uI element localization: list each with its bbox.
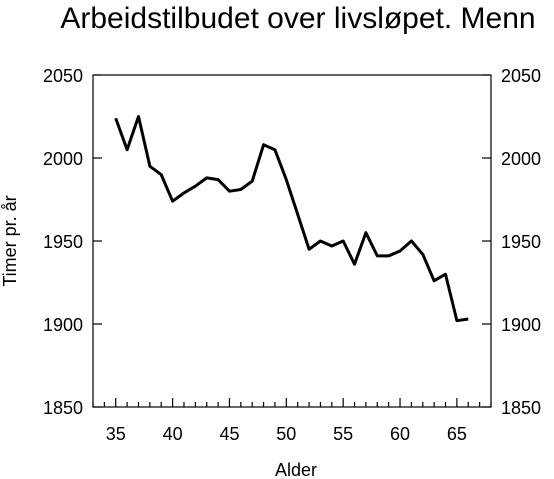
data-point	[353, 263, 356, 266]
data-point	[205, 176, 208, 179]
data-point	[114, 117, 117, 120]
data-point	[444, 273, 447, 276]
data-point	[137, 115, 140, 118]
y-axis-right: 1850 1900 1950 2000 2050	[482, 66, 541, 418]
data-point	[433, 279, 436, 282]
data-point	[296, 213, 299, 216]
data-point	[342, 240, 345, 243]
data-point	[251, 180, 254, 183]
data-point	[126, 148, 129, 151]
x-tick-label: 50	[276, 424, 296, 444]
data-point	[273, 148, 276, 151]
x-tick-label: 55	[333, 424, 353, 444]
data-point	[217, 178, 220, 181]
y-tick-label-left: 1900	[43, 315, 83, 335]
data-point	[410, 240, 413, 243]
x-tick-label: 65	[447, 424, 467, 444]
data-point	[467, 318, 470, 321]
data-point	[421, 253, 424, 256]
data-point	[228, 190, 231, 193]
data-point	[160, 173, 163, 176]
data-points	[114, 115, 470, 322]
data-point	[285, 178, 288, 181]
y-tick-label-right: 2050	[501, 66, 541, 86]
data-point	[319, 240, 322, 243]
data-point	[455, 319, 458, 322]
data-point	[308, 248, 311, 251]
data-point	[376, 254, 379, 257]
data-point	[194, 185, 197, 188]
y-axis-left: 1850 1900 1950 2000 2050	[43, 66, 102, 418]
plot-area	[92, 74, 492, 408]
x-tick-label: 60	[390, 424, 410, 444]
data-point	[387, 254, 390, 257]
y-tick-label-right: 1900	[501, 315, 541, 335]
y-tick-label-right: 2000	[501, 149, 541, 169]
data-point	[239, 188, 242, 191]
x-tick-label: 40	[163, 424, 183, 444]
x-axis-label: Alder	[275, 460, 317, 479]
y-axis-label: Timer pr. år	[0, 195, 20, 286]
data-point	[262, 143, 265, 146]
x-tick-label: 35	[106, 424, 126, 444]
data-point	[330, 244, 333, 247]
x-tick-label: 45	[219, 424, 239, 444]
y-tick-label-left: 2000	[43, 149, 83, 169]
data-point	[364, 231, 367, 234]
y-tick-label-right: 1950	[501, 232, 541, 252]
y-tick-label-left: 2050	[43, 66, 83, 86]
y-tick-label-left: 1850	[43, 398, 83, 418]
data-point	[182, 191, 185, 194]
y-tick-label-left: 1950	[43, 232, 83, 252]
x-axis: 35 40 45 50 55 60 65	[92, 398, 492, 444]
series-line	[114, 115, 469, 323]
data-point	[171, 200, 174, 203]
y-tick-label-right: 1850	[501, 398, 541, 418]
data-point	[399, 249, 402, 252]
data-point	[148, 165, 151, 168]
chart-title: Arbeidstilbudet over livsløpet. Menn	[60, 2, 535, 35]
